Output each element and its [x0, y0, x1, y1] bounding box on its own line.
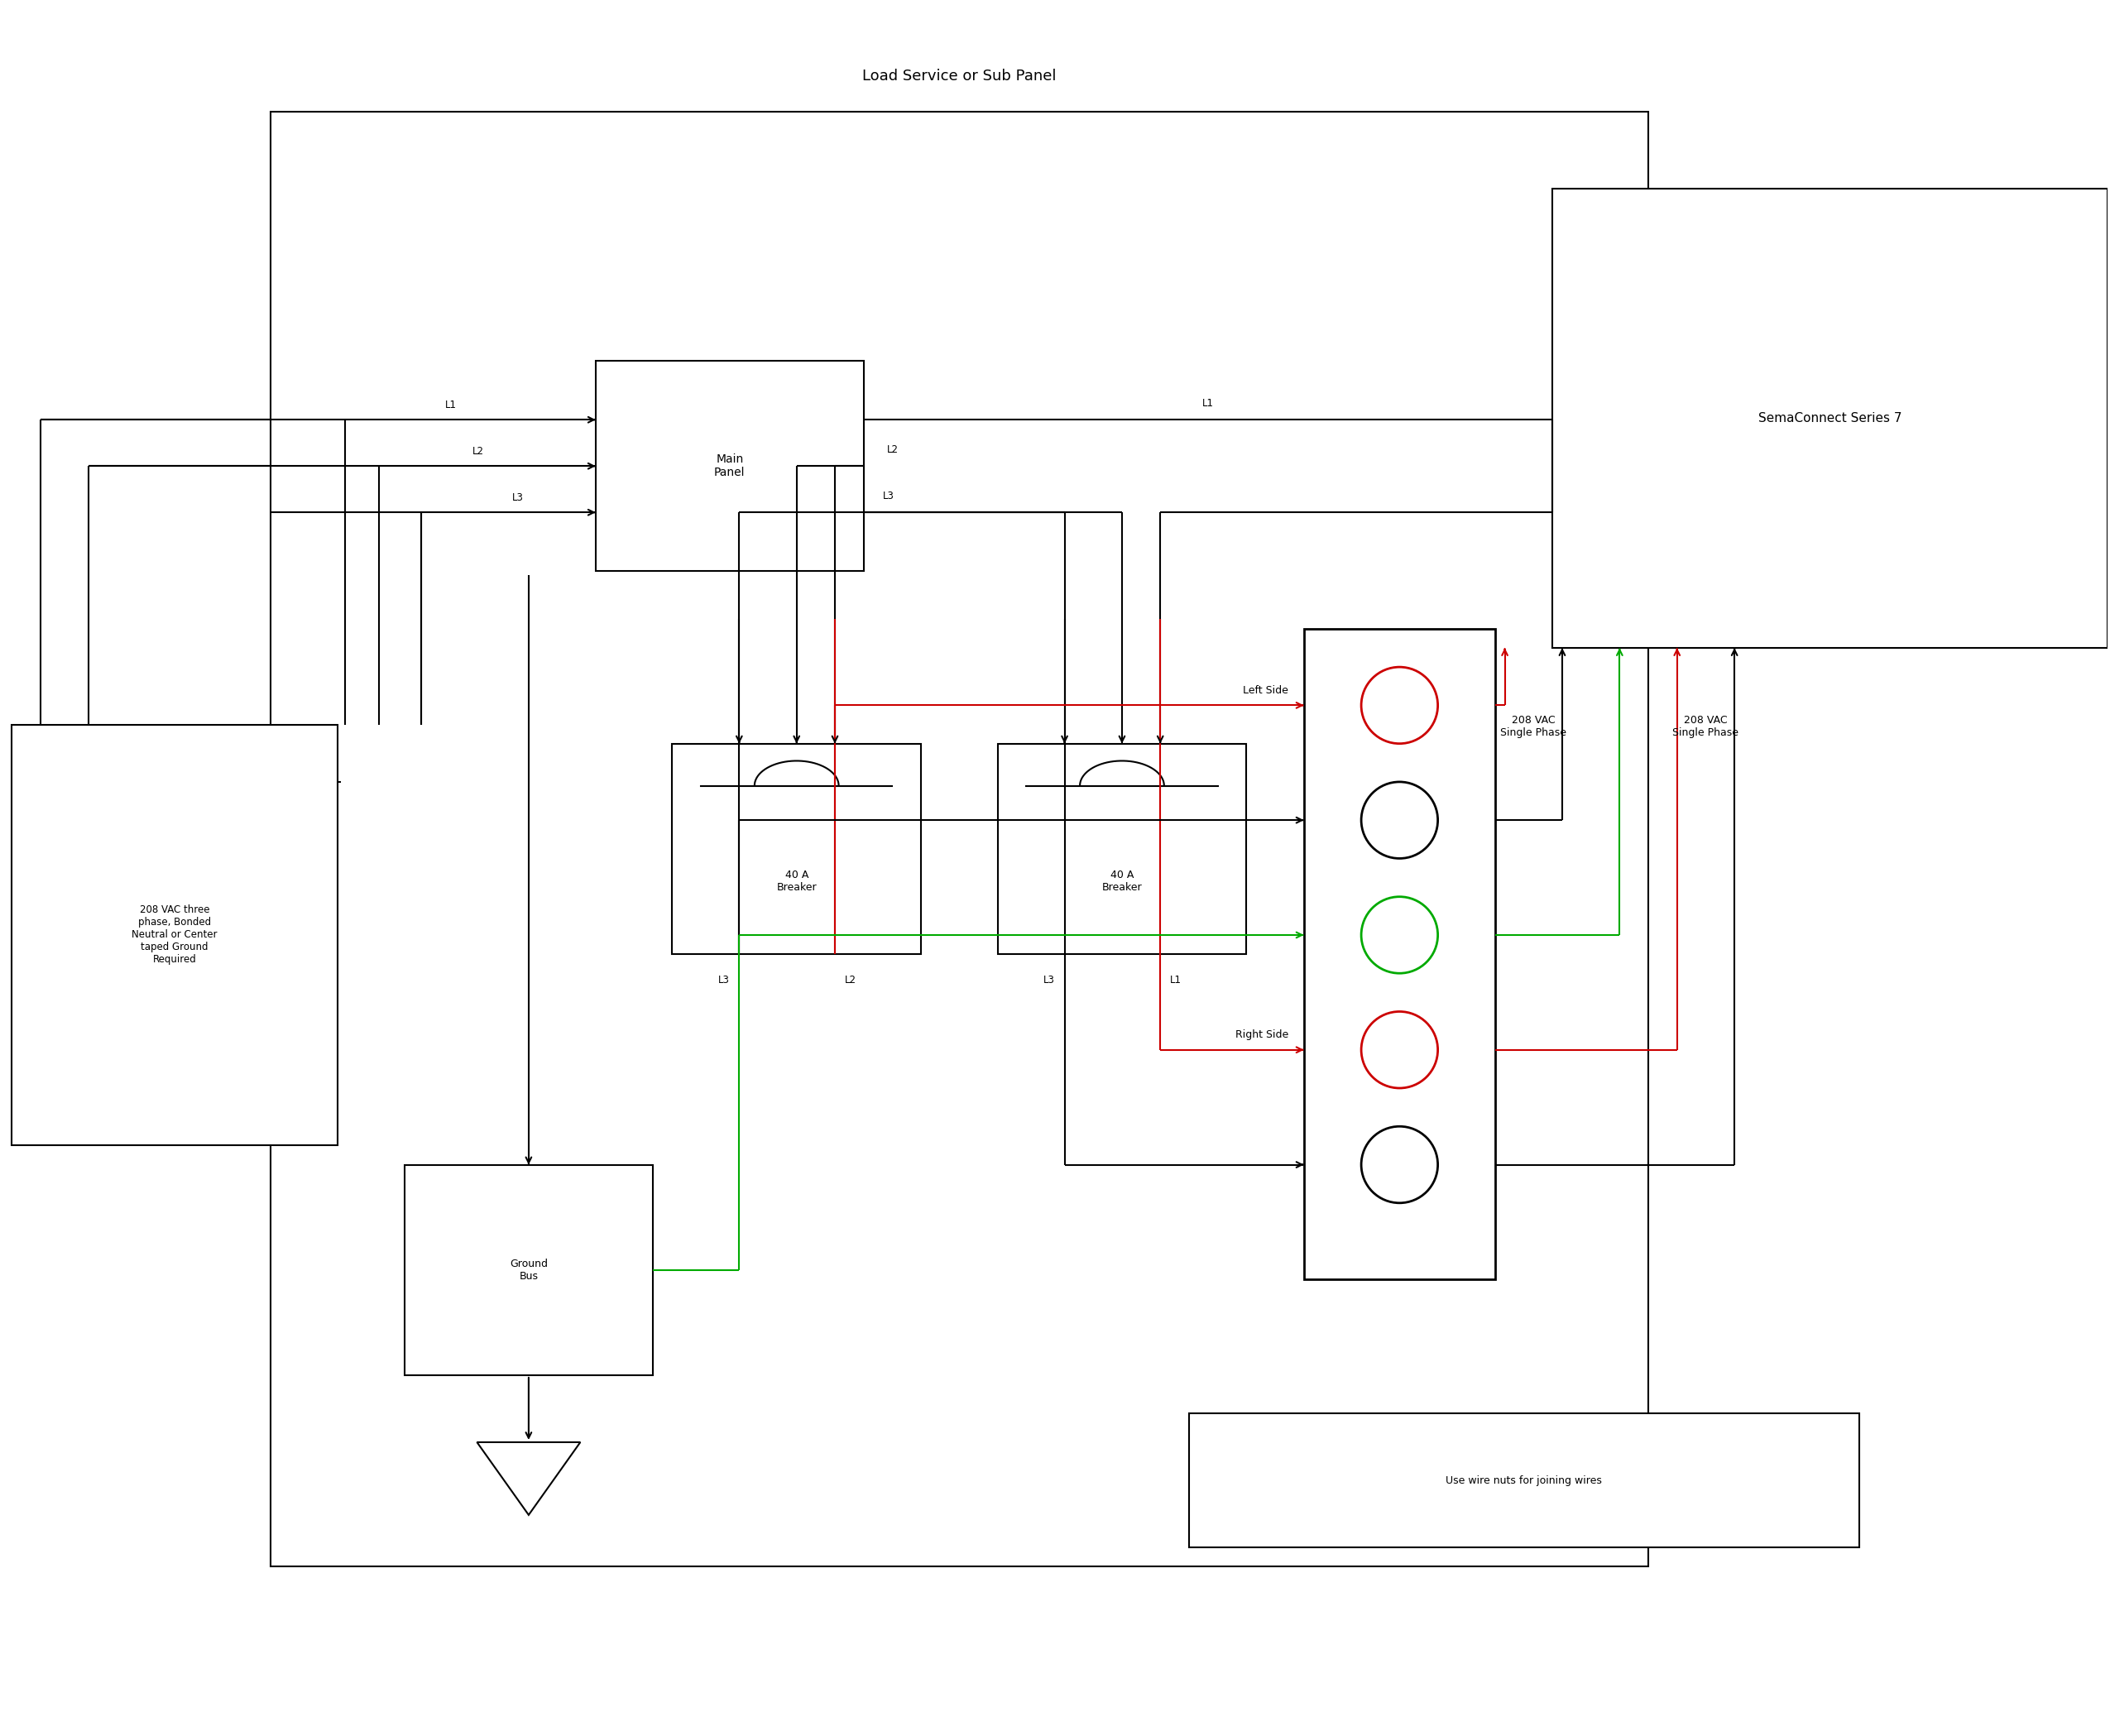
- Text: 208 VAC
Single Phase: 208 VAC Single Phase: [1673, 715, 1739, 738]
- Text: L3: L3: [882, 491, 895, 502]
- Text: Right Side: Right Side: [1234, 1029, 1289, 1040]
- Text: 208 VAC
Single Phase: 208 VAC Single Phase: [1500, 715, 1566, 738]
- Text: Main
Panel: Main Panel: [713, 453, 745, 479]
- Bar: [405, 1165, 654, 1375]
- Bar: [270, 111, 1648, 1566]
- Bar: [1304, 628, 1496, 1279]
- Text: L2: L2: [473, 446, 483, 457]
- Text: Load Service or Sub Panel: Load Service or Sub Panel: [863, 68, 1057, 83]
- Text: L3: L3: [717, 974, 730, 986]
- Text: L3: L3: [1044, 974, 1055, 986]
- Text: L2: L2: [844, 974, 857, 986]
- Text: 40 A
Breaker: 40 A Breaker: [776, 870, 817, 892]
- Text: 208 VAC three
phase, Bonded
Neutral or Center
taped Ground
Required: 208 VAC three phase, Bonded Neutral or C…: [131, 904, 217, 965]
- Bar: [595, 361, 863, 571]
- Bar: [13, 724, 338, 1146]
- Text: Left Side: Left Side: [1243, 686, 1289, 696]
- Text: L1: L1: [445, 399, 458, 411]
- Bar: [1188, 1413, 1859, 1547]
- Text: L1: L1: [1203, 398, 1213, 408]
- Text: SemaConnect Series 7: SemaConnect Series 7: [1758, 411, 1901, 424]
- Bar: [1553, 189, 2108, 648]
- Text: Ground
Bus: Ground Bus: [511, 1259, 549, 1281]
- Text: Use wire nuts for joining wires: Use wire nuts for joining wires: [1445, 1476, 1601, 1486]
- Bar: [673, 743, 922, 955]
- Text: L3: L3: [513, 493, 523, 503]
- Text: L2: L2: [886, 444, 899, 455]
- Text: L1: L1: [1169, 974, 1182, 986]
- Text: 40 A
Breaker: 40 A Breaker: [1101, 870, 1142, 892]
- Bar: [998, 743, 1247, 955]
